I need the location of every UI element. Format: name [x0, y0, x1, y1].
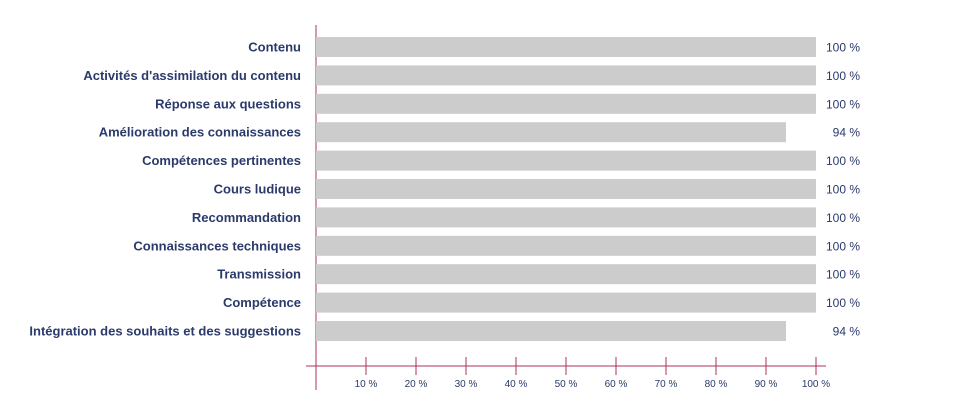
category-label: Compétence: [223, 295, 301, 310]
x-tick-label: 30 %: [455, 379, 478, 390]
category-label: Intégration des souhaits et des suggesti…: [29, 324, 301, 339]
x-tick-label: 50 %: [555, 379, 578, 390]
category-label: Compétences pertinentes: [142, 153, 301, 168]
bar: [316, 292, 816, 313]
value-label: 94 %: [833, 325, 861, 339]
x-tick-label: 20 %: [405, 379, 428, 390]
bar: [316, 207, 816, 228]
bar: [316, 179, 816, 199]
x-tick-label: 10 %: [355, 379, 378, 390]
category-label: Réponse aux questions: [155, 96, 301, 111]
category-label: Contenu: [248, 40, 301, 55]
bar: [316, 65, 816, 86]
category-label: Activités d'assimilation du contenu: [83, 68, 301, 83]
value-label: 100 %: [826, 41, 860, 55]
value-label: 94 %: [833, 126, 861, 140]
x-tick-label: 80 %: [705, 379, 728, 390]
bar: [316, 93, 816, 114]
bar: [316, 321, 786, 341]
category-labels: Contenu Activités d'assimilation du conte…: [29, 40, 301, 339]
value-label: 100 %: [826, 183, 860, 197]
x-tick-label: 60 %: [605, 379, 628, 390]
value-label: 100 %: [826, 239, 860, 253]
value-label: 100 %: [826, 69, 860, 83]
x-tick-label: 40 %: [505, 379, 528, 390]
category-label: Amélioration des connaissances: [99, 125, 301, 140]
category-label: Cours ludique: [214, 182, 301, 197]
bar: [316, 235, 816, 256]
x-tick-label: 100 %: [802, 379, 830, 390]
value-label: 100 %: [826, 211, 860, 225]
value-labels: 100 % 100 % 100 % 94 % 100 % 100 % 100 % 100 % 1…: [826, 41, 860, 339]
category-label: Transmission: [217, 267, 301, 282]
value-label: 100 %: [826, 296, 860, 310]
x-axis-ticks: 10 % 20 % 30 % 40 % 50 % 60 % 70 % 80 % 90 % 100 …: [355, 357, 830, 390]
category-label: Recommandation: [192, 210, 301, 225]
bar: [316, 264, 816, 285]
x-tick-label: 90 %: [755, 379, 778, 390]
bar: [316, 150, 816, 171]
bar: [316, 122, 786, 143]
chart-bars: [316, 37, 816, 341]
bar: [316, 37, 816, 57]
value-label: 100 %: [826, 97, 860, 111]
value-label: 100 %: [826, 154, 860, 168]
x-tick-label: 70 %: [655, 379, 678, 390]
category-label: Connaissances techniques: [133, 238, 301, 253]
value-label: 100 %: [826, 268, 860, 282]
